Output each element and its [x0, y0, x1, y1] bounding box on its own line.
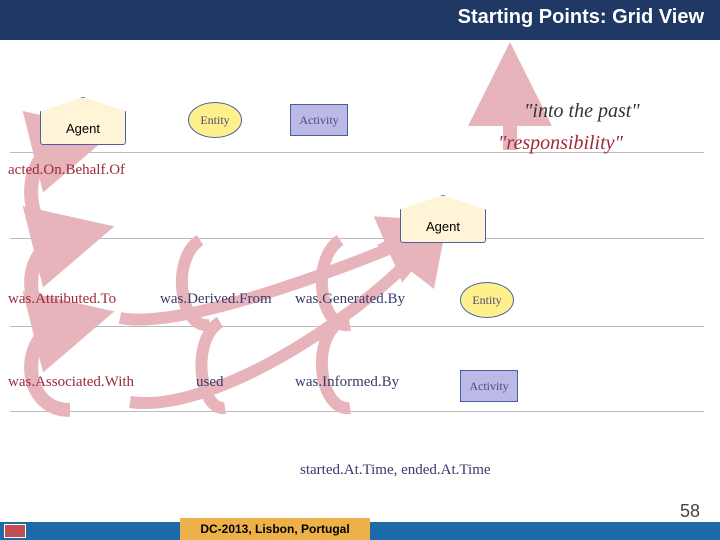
arrows-svg — [0, 0, 720, 540]
label-actedonbehalfof: acted.On.Behalf.Of — [8, 162, 125, 179]
agent-shape-1: Agent — [40, 97, 126, 145]
entity-label: Entity — [200, 113, 229, 128]
slide: Starting Points: Grid View Agent — [0, 0, 720, 540]
logo-icon — [4, 524, 26, 538]
label-wasassociatedwith: was.Associated.With — [8, 374, 134, 391]
activity-shape-1: Activity — [290, 104, 348, 136]
label-wasinformedby: was.Informed.By — [295, 374, 399, 391]
label-wasattributedto: was.Attributed.To — [8, 291, 116, 308]
label-responsibility: "responsibility" — [498, 132, 623, 155]
page-number: 58 — [680, 501, 700, 522]
slide-title: Starting Points: Grid View — [458, 6, 704, 29]
entity-shape-2: Entity — [460, 282, 514, 318]
label-started-ended: started.At.Time, ended.At.Time — [300, 462, 491, 479]
agent-label-2: Agent — [426, 219, 460, 234]
entity-label-2: Entity — [472, 293, 501, 308]
agent-label: Agent — [66, 121, 100, 136]
label-used: used — [196, 374, 224, 391]
label-wasderivedfrom: was.Derived.From — [160, 291, 272, 308]
label-wasgeneratedby: was.Generated.By — [295, 291, 405, 308]
rule-4 — [10, 411, 704, 412]
agent-shape-2: Agent — [400, 195, 486, 243]
entity-shape-1: Entity — [188, 102, 242, 138]
rule-2 — [10, 238, 704, 239]
activity-label-2: Activity — [469, 379, 508, 394]
footer-venue: DC-2013, Lisbon, Portugal — [180, 518, 370, 540]
label-into-past: "into the past" — [524, 100, 640, 123]
rule-3 — [10, 326, 704, 327]
activity-shape-2: Activity — [460, 370, 518, 402]
activity-label: Activity — [299, 113, 338, 128]
